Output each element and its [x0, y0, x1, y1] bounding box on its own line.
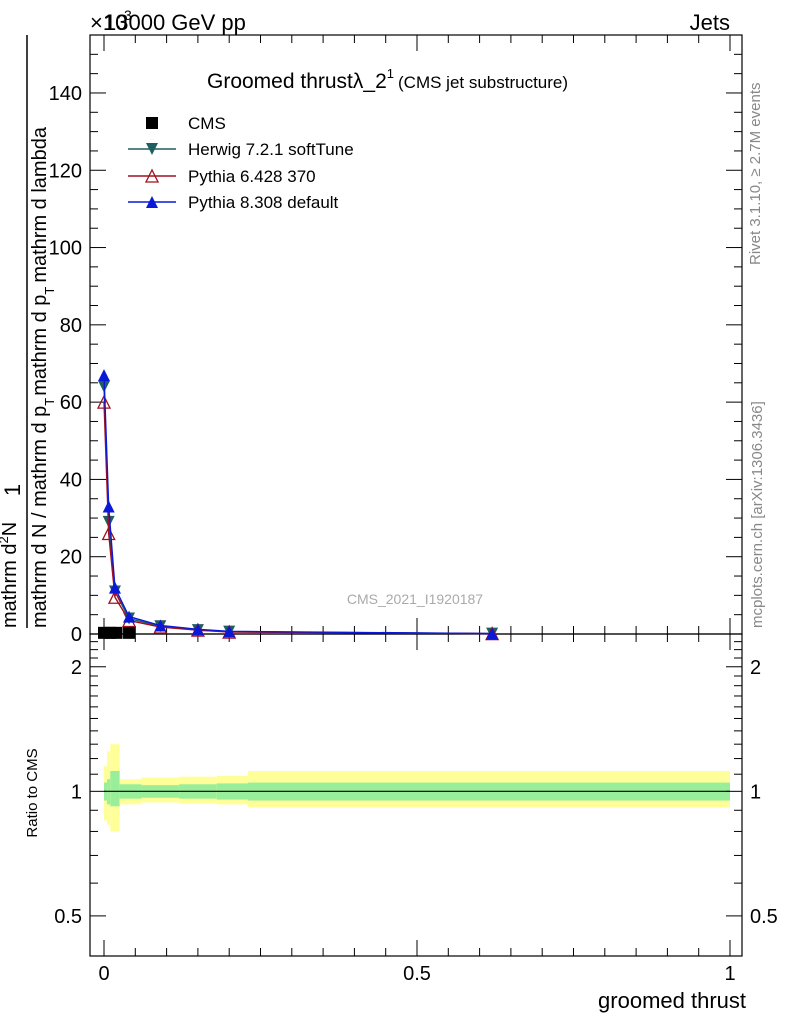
ylabel-denominator: mathrm d N / mathrm d pTmathrm d pTmathr… — [29, 126, 57, 628]
legend-label-pythia8: Pythia 8.308 default — [188, 193, 339, 212]
ratio-ytick-label: 0.5 — [54, 906, 82, 928]
legend-marker-pythia8 — [146, 196, 158, 208]
ratio-xtick-label: 0.5 — [403, 963, 431, 985]
main-ytick-label: 120 — [49, 160, 82, 182]
ylabel-one: 1 — [0, 484, 25, 496]
exponent: 3 — [124, 7, 132, 23]
xlabel: groomed thrust — [598, 988, 746, 1013]
point-pythia8 — [223, 625, 236, 638]
ylabel-numerator: mathrm d2N — [0, 522, 21, 628]
legend-entry-pythia6: Pythia 6.428 370 — [128, 167, 316, 186]
analysis-watermark: CMS_2021_I1920187 — [347, 591, 483, 607]
point-pythia8 — [102, 500, 115, 513]
header-right: Jets — [690, 10, 730, 35]
plot-title-main: Groomed thrustλ_2 — [207, 70, 387, 93]
point-pythia8 — [486, 627, 499, 640]
legend: CMS Herwig 7.2.1 softTune Pythia 6.428 370… — [128, 114, 354, 212]
point-pythia8 — [108, 581, 121, 594]
plot-title-sup: 1 — [387, 66, 394, 81]
ratio-bands — [104, 744, 731, 832]
mcplots-label: mcplots.cern.ch [arXiv:1306.3436] — [749, 401, 766, 628]
ratio-band-inner — [110, 770, 120, 807]
ratio-ytick-label-right: 2 — [750, 657, 761, 679]
main-ytick-label: 60 — [60, 392, 82, 414]
ratio-xtick-label: 0 — [98, 963, 109, 985]
main-ytick-label: 140 — [49, 83, 82, 105]
ratio-xtick-label: 1 — [724, 963, 735, 985]
point-pythia8 — [191, 623, 204, 636]
main-ytick-label: 80 — [60, 315, 82, 337]
series-cms — [98, 626, 136, 639]
main-ytick-label: 0 — [71, 624, 82, 646]
ratio-ytick-label: 2 — [71, 657, 82, 679]
main-ytick-label: 20 — [60, 547, 82, 569]
main-ytick-label: 100 — [49, 238, 82, 260]
point-cms — [110, 626, 123, 639]
series-layer — [96, 369, 500, 641]
series-line-pythia6 — [103, 402, 493, 635]
legend-entry-cms: CMS — [146, 114, 226, 133]
point-pythia6 — [107, 589, 123, 604]
main-ylabel: 1 mathrm d2N mathrm d N / mathrm d pTmat… — [0, 35, 57, 628]
header-left: 13000 GeV pp — [104, 10, 246, 35]
point-pythia8 — [154, 619, 167, 632]
main-ytick-label: 40 — [60, 469, 82, 491]
ratio-ylabel: Ratio to CMS — [24, 748, 41, 837]
series-pythia8 — [98, 369, 499, 640]
ratio-ytick-label: 1 — [71, 781, 82, 803]
legend-marker-herwig — [146, 143, 158, 155]
ratio-frame — [89, 633, 743, 957]
rivet-label: Rivet 3.1.10, ≥ 2.7M events — [747, 83, 764, 266]
point-cms — [123, 626, 136, 639]
ratio-ytick-label-right: 1 — [750, 781, 761, 803]
legend-label-herwig: Herwig 7.2.1 softTune — [188, 140, 354, 159]
series-line-pythia8 — [103, 375, 493, 635]
legend-label-pythia6: Pythia 6.428 370 — [188, 167, 316, 186]
legend-marker-pythia6 — [144, 168, 160, 183]
point-pythia8 — [123, 610, 136, 623]
legend-entry-herwig: Herwig 7.2.1 softTune — [128, 140, 354, 159]
legend-label-cms: CMS — [188, 114, 226, 133]
point-pythia6 — [101, 526, 116, 541]
point-pythia8 — [98, 369, 110, 382]
point-pythia6 — [96, 394, 112, 409]
plot-title-sub: (CMS jet substructure) — [398, 73, 568, 92]
legend-marker-cms — [146, 117, 158, 129]
exponent-prefix: ×10 — [90, 10, 127, 35]
legend-entry-pythia8: Pythia 8.308 default — [128, 193, 339, 212]
ratio-ytick-label-right: 0.5 — [750, 906, 778, 928]
ratio-axes: 0.5 0.5 1 1 2 2 0 0.5 1 — [54, 633, 778, 985]
plot-title: Groomed thrustλ_21 (CMS jet substructure) — [207, 66, 568, 93]
